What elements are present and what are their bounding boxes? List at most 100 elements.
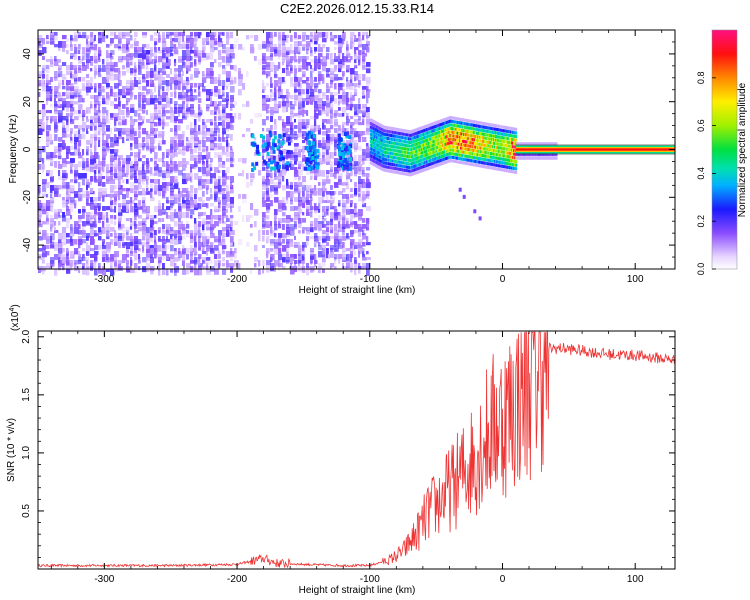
heatmap-cell xyxy=(374,131,376,135)
heatmap-cell xyxy=(106,77,110,83)
heatmap-cell xyxy=(338,77,343,81)
heatmap-cell xyxy=(138,53,143,59)
heatmap-cell xyxy=(330,119,333,125)
heatmap-cell xyxy=(314,32,319,38)
heatmap-cell xyxy=(376,147,379,150)
heatmap-cell xyxy=(404,158,407,162)
heatmap-cell xyxy=(54,122,58,129)
heatmap-cell xyxy=(338,98,343,104)
heatmap-cell xyxy=(94,146,97,152)
heatmap-cell xyxy=(250,35,254,39)
heatmap-cell xyxy=(250,269,253,274)
heatmap-cell xyxy=(82,269,87,275)
heatmap-cell xyxy=(385,136,388,140)
heatmap-cell xyxy=(362,53,367,57)
heatmap-cell xyxy=(393,170,396,174)
heatmap-cell xyxy=(350,218,353,223)
heatmap-cell xyxy=(114,155,117,160)
heatmap-cell xyxy=(379,145,382,149)
heatmap-cell xyxy=(94,122,97,126)
heatmap-cell xyxy=(146,50,151,55)
heatmap-cell xyxy=(102,107,107,114)
heatmap-cell xyxy=(62,158,67,164)
heatmap-cell xyxy=(334,158,339,163)
heatmap-cell xyxy=(348,149,352,154)
heatmap-cell xyxy=(54,209,59,214)
heatmap-cell xyxy=(270,77,273,84)
heatmap-cell xyxy=(182,212,187,218)
heatmap-cell xyxy=(254,56,257,61)
heatmap-cell xyxy=(412,172,415,176)
heatmap-cell xyxy=(70,35,73,41)
heatmap-cell xyxy=(362,251,365,255)
heatmap-cell xyxy=(62,161,67,168)
heatmap-cell xyxy=(350,128,355,132)
heatmap-cell xyxy=(46,83,49,88)
heatmap-cell xyxy=(138,149,141,154)
heatmap-cell xyxy=(282,128,286,135)
heatmap-cell xyxy=(38,149,42,155)
heatmap-cell xyxy=(350,35,354,41)
heatmap-cell xyxy=(162,47,167,53)
heatmap-cell xyxy=(403,165,406,169)
heatmap-cell xyxy=(58,254,62,260)
heatmap-cell xyxy=(427,159,430,163)
heatmap-cell xyxy=(393,127,396,131)
heatmap-cell xyxy=(90,95,95,99)
heatmap-cell xyxy=(449,126,452,130)
heatmap-cell xyxy=(318,221,323,224)
heatmap-cell xyxy=(198,167,202,173)
heatmap-cell xyxy=(426,128,428,131)
heatmap-cell xyxy=(162,134,165,141)
heatmap-cell xyxy=(399,168,402,171)
heatmap-cell xyxy=(226,101,229,106)
heatmap-cell xyxy=(431,140,434,144)
heatmap-cell xyxy=(398,142,401,146)
heatmap-cell xyxy=(230,251,235,257)
heatmap-cell xyxy=(210,32,215,36)
heatmap-cell xyxy=(366,116,370,123)
heatmap-cell xyxy=(130,80,134,86)
heatmap-cell xyxy=(412,136,415,140)
heatmap-cell xyxy=(150,236,153,242)
heatmap-cell xyxy=(222,236,225,242)
heatmap-cell xyxy=(222,227,227,232)
heatmap-cell xyxy=(62,215,67,222)
heatmap-cell xyxy=(38,203,43,208)
heatmap-cell xyxy=(310,224,313,229)
heatmap-cell xyxy=(432,165,435,169)
heatmap-cell xyxy=(449,116,452,119)
heatmap-cell xyxy=(138,143,143,149)
heatmap-cell xyxy=(190,164,195,169)
heatmap-cell xyxy=(138,113,141,118)
heatmap-cell xyxy=(302,227,307,231)
heatmap-cell xyxy=(94,116,99,123)
heatmap-cell xyxy=(102,221,105,228)
heatmap-cell xyxy=(50,89,53,95)
heatmap-cell xyxy=(334,170,339,174)
heatmap-cell xyxy=(371,144,374,148)
heatmap-cell xyxy=(326,149,329,155)
heatmap-cell xyxy=(310,38,313,42)
heatmap-cell xyxy=(238,89,242,96)
heatmap-cell xyxy=(451,148,454,152)
heatmap-cell xyxy=(350,179,353,183)
heatmap-cell xyxy=(198,155,203,161)
heatmap-cell xyxy=(410,130,413,134)
heatmap-cell xyxy=(182,260,185,266)
heatmap-cell xyxy=(214,260,218,267)
heatmap-cell xyxy=(38,47,41,51)
heatmap-cell xyxy=(58,41,63,48)
heatmap-cell xyxy=(150,173,154,177)
heatmap-cell xyxy=(214,221,219,227)
heatmap-cell xyxy=(214,146,219,151)
heatmap-cell xyxy=(322,242,325,248)
heatmap-cell xyxy=(178,125,181,131)
heatmap-cell xyxy=(202,221,207,225)
heatmap-cell xyxy=(334,137,338,144)
heatmap-cell xyxy=(254,245,258,252)
heatmap-cell xyxy=(342,188,346,193)
heatmap-cell xyxy=(110,203,113,208)
heatmap-cell xyxy=(114,233,118,238)
heatmap-cell xyxy=(182,224,186,231)
